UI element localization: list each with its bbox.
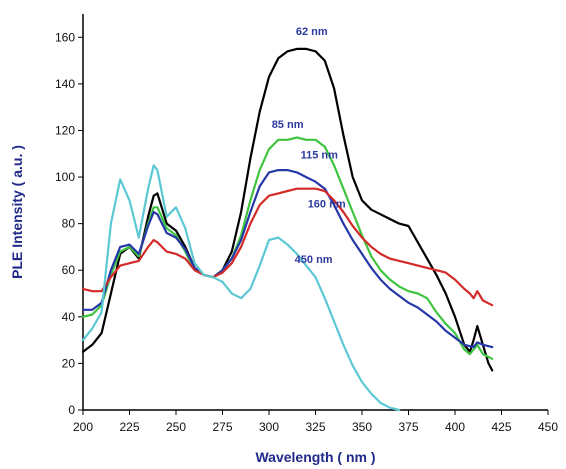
y-tick-label: 100 — [55, 170, 75, 184]
series-line-450-nm — [81, 164, 401, 412]
x-tick-label: 350 — [352, 420, 372, 434]
y-axis: 0 20 40 60 80 100 120 140 160 — [55, 30, 83, 417]
y-tick-label: 80 — [62, 217, 76, 231]
series-line-62-nm — [81, 47, 494, 372]
x-axis: 200 225 250 275 300 325 350 375 400 425 450 — [73, 410, 558, 434]
y-tick-label: 0 — [68, 403, 75, 417]
y-tick-label: 60 — [62, 263, 76, 277]
series-line-85-nm — [81, 136, 494, 360]
series-label-85-nm: 85 nm — [272, 119, 304, 131]
x-tick-label: 250 — [166, 420, 186, 434]
y-axis-title: PLE Intensity ( a.u. ) — [9, 145, 25, 279]
y-tick-label: 160 — [55, 30, 75, 44]
series-line-160-nm — [81, 187, 494, 307]
y-tick-label: 20 — [62, 356, 76, 370]
x-tick-label: 200 — [73, 420, 93, 434]
series-label-450-nm: 450 nm — [295, 254, 333, 266]
x-axis-title: Wavelength ( nm ) — [255, 449, 375, 465]
x-tick-label: 225 — [119, 420, 139, 434]
series-label-160-nm: 160 nm — [308, 198, 346, 210]
x-tick-label: 425 — [491, 420, 511, 434]
y-tick-label: 140 — [55, 77, 75, 91]
series-label-115-nm: 115 nm — [301, 149, 339, 161]
y-tick-label: 40 — [62, 310, 76, 324]
series-layer — [81, 47, 494, 412]
series-labels: 62 nm 85 nm 115 nm 160 nm 450 nm — [272, 26, 346, 266]
x-tick-label: 400 — [445, 420, 465, 434]
y-tick-label: 120 — [55, 123, 75, 137]
x-tick-label: 275 — [212, 420, 232, 434]
x-tick-label: 450 — [538, 420, 558, 434]
x-tick-label: 325 — [305, 420, 325, 434]
x-tick-label: 375 — [398, 420, 418, 434]
series-label-62-nm: 62 nm — [296, 26, 328, 38]
x-tick-label: 300 — [259, 420, 279, 434]
series-line-115-nm — [81, 169, 494, 349]
